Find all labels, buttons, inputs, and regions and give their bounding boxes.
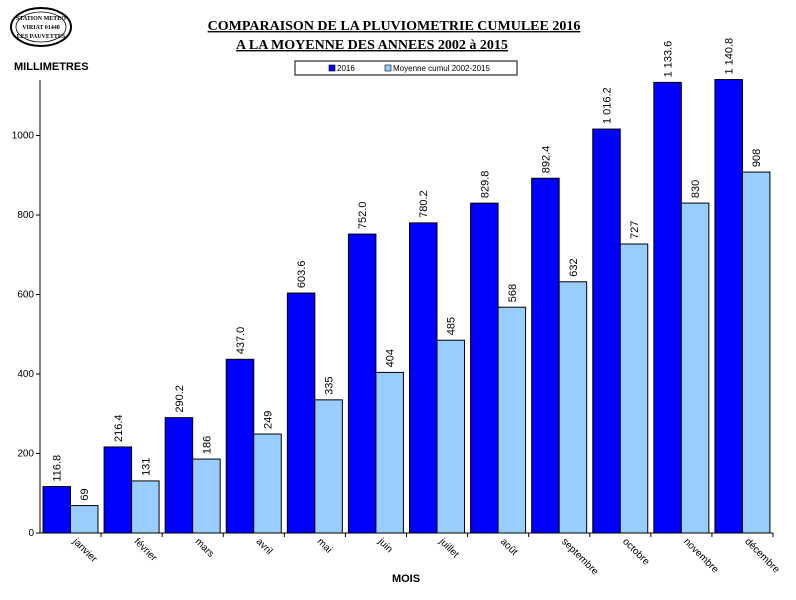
bar-moyenne: [741, 171, 771, 534]
station-stamp-logo: STATION METEO VIRIAT 01440 LES PAUVETTES: [10, 7, 72, 47]
bar-moyenne: [436, 339, 465, 534]
x-tick-label: juillet: [436, 536, 461, 561]
bar-2016: [225, 358, 255, 534]
bars: [42, 79, 771, 534]
x-tick-label: octobre: [620, 536, 652, 568]
bar-2016: [592, 128, 621, 534]
x-tick-label: juin: [375, 536, 395, 556]
bar-2016: [531, 177, 560, 534]
legend-label-moyenne: Moyenne cumul 2002-2015: [393, 64, 491, 73]
data-label-moyenne: 632: [568, 258, 580, 276]
y-tick-label: 600: [17, 290, 34, 301]
bar-moyenne: [253, 433, 282, 534]
x-tick-label: février: [132, 536, 160, 564]
data-label-moyenne: 335: [324, 376, 336, 394]
x-tick-label: novembre: [681, 536, 721, 576]
legend-swatch-moyenne: [384, 64, 392, 72]
bar-2016: [470, 202, 499, 534]
y-tick-label: 400: [17, 369, 34, 380]
chart-title-line1: COMPARAISON DE LA PLUVIOMETRIE CUMULEE 2…: [208, 19, 581, 34]
y-tick-label: 800: [17, 210, 34, 221]
data-label-2016: 892.4: [540, 146, 552, 174]
data-label-2016: 1 133.6: [663, 41, 675, 78]
data-label-moyenne: 249: [263, 411, 275, 429]
y-tick-label: 1000: [12, 131, 35, 142]
legend-label-2016: 2016: [337, 64, 355, 73]
bar-moyenne: [497, 306, 527, 534]
data-label-moyenne: 568: [507, 284, 519, 302]
x-tick-label: août: [498, 536, 520, 558]
bar-2016: [714, 79, 743, 534]
bar-2016: [103, 446, 133, 534]
bar-2016: [409, 222, 438, 534]
x-tick-label: mars: [193, 536, 217, 560]
data-label-moyenne: 485: [446, 317, 458, 335]
bar-2016: [286, 292, 316, 534]
y-tick-label: 0: [28, 528, 34, 539]
data-label-moyenne: 908: [751, 149, 763, 167]
x-tick-label: janvier: [70, 536, 100, 566]
bar-moyenne: [680, 202, 710, 534]
x-tick-label: avril: [254, 536, 275, 557]
bar-moyenne: [192, 458, 221, 534]
bar-2016: [653, 81, 682, 534]
legend-swatch-2016: [328, 64, 336, 72]
data-label-moyenne: 727: [629, 221, 641, 239]
data-label-2016: 116.8: [52, 455, 64, 482]
bar-2016: [42, 486, 71, 534]
y-tick-label: 200: [17, 449, 34, 460]
x-tick-label: mai: [315, 536, 334, 555]
data-label-moyenne: 131: [140, 458, 152, 476]
y-tick-labels: 0 200 400 600 800 1000: [12, 131, 35, 540]
legend: 2016 Moyenne cumul 2002-2015: [294, 60, 518, 76]
data-label-moyenne: 69: [79, 488, 91, 500]
svg-text:VIRIAT 01440: VIRIAT 01440: [22, 25, 60, 31]
data-label-moyenne: 404: [385, 349, 397, 367]
svg-text:LES PAUVETTES: LES PAUVETTES: [17, 34, 66, 40]
x-axis-label: MOIS: [392, 573, 420, 585]
data-label-2016: 752.0: [357, 202, 369, 230]
bar-moyenne: [558, 281, 588, 534]
bar-moyenne: [70, 505, 99, 534]
bar-moyenne: [375, 371, 404, 534]
data-label-2016: 290.2: [174, 385, 186, 413]
data-label-2016: 1 140.8: [724, 38, 736, 75]
chart-title-line2: A LA MOYENNE DES ANNEES 2002 à 2015: [236, 38, 508, 53]
bar-moyenne: [131, 480, 160, 534]
bar-moyenne: [314, 399, 343, 534]
bar-2016: [347, 233, 377, 534]
data-label-2016: 780.2: [418, 190, 430, 218]
y-axis-label: MILLIMETRES: [14, 61, 89, 73]
svg-text:STATION METEO: STATION METEO: [16, 16, 66, 22]
bar-moyenne: [619, 243, 649, 534]
bar-2016: [164, 417, 194, 534]
data-label-2016: 603.6: [296, 261, 308, 289]
x-tick-labels: janvier février mars avril mai juin juillet aoû…: [70, 533, 782, 578]
data-label-moyenne: 186: [201, 436, 213, 454]
data-label-2016: 437.0: [235, 327, 247, 355]
y-gridlines: [36, 135, 40, 534]
data-label-moyenne: 830: [690, 180, 702, 198]
data-label-2016: 829.8: [479, 171, 491, 199]
x-tick-label: décembre: [742, 536, 782, 576]
data-label-2016: 216.4: [113, 414, 125, 442]
data-labels: 116.8 69 216.4 131 290.2 186 437.0 249 603.6 335 7…: [52, 38, 763, 501]
x-tick-label: septembre: [559, 536, 600, 577]
data-label-2016: 1 016.2: [602, 87, 614, 124]
